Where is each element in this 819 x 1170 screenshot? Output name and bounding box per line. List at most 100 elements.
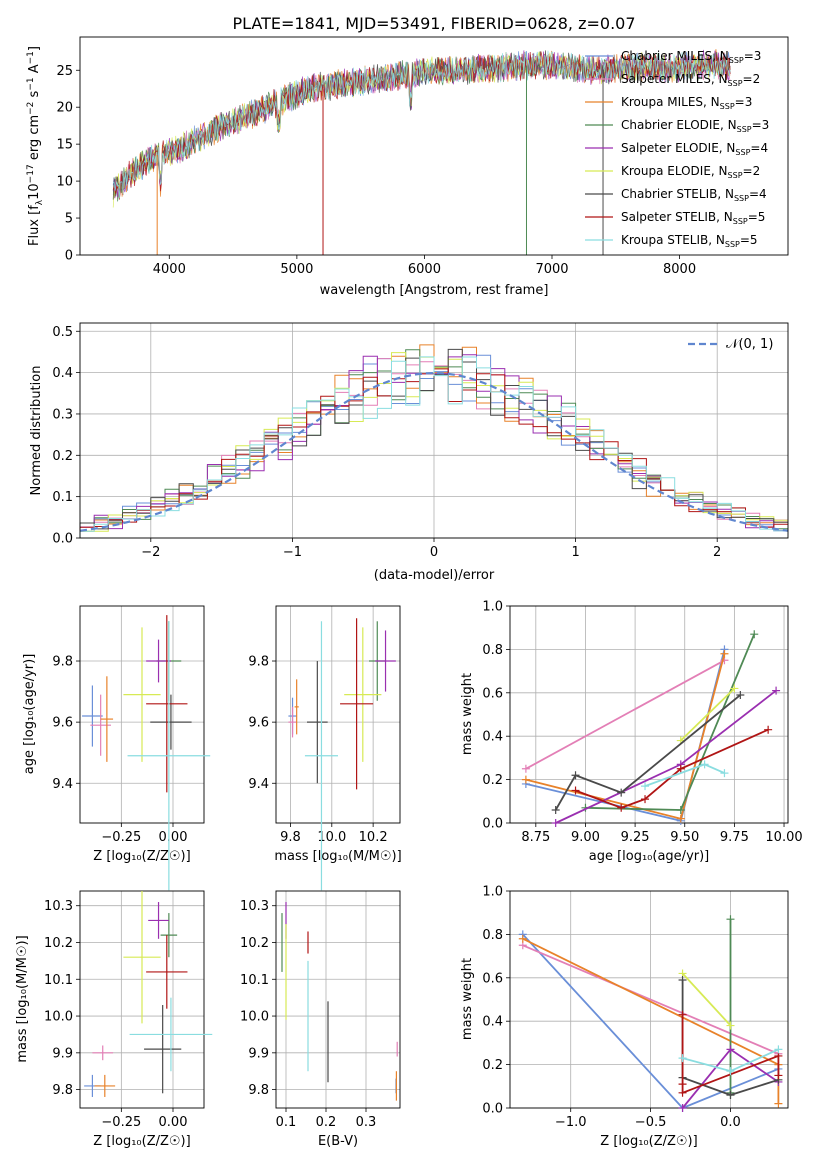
weight-marker [678,1104,687,1112]
mass-weight-vs-age-ylabel: mass weight [460,673,475,755]
y-tick-label: 0 [65,249,73,264]
mass-weight-vs-age-xlabel: age [log₁₀(age/yr)] [589,849,710,864]
weight-marker [641,782,650,791]
y-tick-label: 0.1 [52,490,73,505]
weight-marker [676,814,685,823]
x-tick-label: −1.0 [555,1115,587,1130]
y-tick-label: 20 [56,101,73,116]
histogram-xlabel: (data-model)/error [374,568,495,583]
x-tick-label: −0.25 [101,1115,141,1130]
y-tick-label: 10.2 [240,936,269,951]
y-tick-label: 10.0 [240,1010,269,1025]
weight-marker [521,764,530,773]
x-tick-label: 0.2 [316,1115,337,1130]
y-tick-label: 0.3 [52,407,73,422]
weight-marker [678,1054,687,1063]
y-tick-label: 5 [65,212,73,227]
y-tick-label: 10.1 [44,973,73,988]
weight-marker [678,975,687,984]
x-tick-label: 0.1 [276,1115,297,1130]
y-tick-label: 0.6 [482,971,503,986]
x-tick-label: −0.5 [635,1115,667,1130]
mass-vs-Z-ylabel: mass [log₁₀(M/M☉)] [15,935,30,1062]
y-tick-label: 10.3 [240,899,269,914]
y-tick-label: 1.0 [482,885,503,900]
weight-marker [678,1010,687,1019]
plot-layer: 4000 5000 6000 7000 80000510152025wavelength… [15,36,803,1149]
y-tick-label: 10.0 [44,1010,73,1025]
y-tick-label: 0.4 [482,1015,503,1030]
spectrum-line [112,50,731,199]
x-tick-label: −2 [141,545,160,560]
x-tick-label: 9.00 [571,830,600,845]
weight-marker [726,1045,735,1054]
x-tick-label: −1 [283,545,302,560]
weight-marker [764,725,773,734]
y-tick-label: 9.9 [248,1046,269,1061]
y-tick-label: 0.5 [52,325,73,340]
y-tick-label: 10.2 [44,936,73,951]
y-tick-label: 0.2 [482,773,503,788]
normal-curve [79,371,789,532]
y-tick-label: 9.8 [248,655,269,670]
weight-marker [774,1045,783,1054]
x-tick-label: 6000 [408,262,441,277]
weight-marker [720,649,729,658]
y-tick-label: 9.9 [52,1046,73,1061]
y-tick-label: 25 [56,64,73,79]
x-tick-label: 2 [713,545,721,560]
x-tick-label: 7000 [535,262,568,277]
y-tick-label: 15 [56,138,73,153]
x-tick-label: 9.50 [670,830,699,845]
weight-marker [518,934,527,943]
y-tick-label: 9.8 [52,1083,73,1098]
x-tick-label: 0.0 [720,1115,741,1130]
legend-entry: Kroupa STELIB, NSSP=5 [621,233,758,249]
weight-marker [774,1071,783,1080]
x-tick-label: 0.3 [356,1115,377,1130]
x-tick-label: 10.00 [765,830,802,845]
y-tick-label: 9.4 [52,777,73,792]
y-tick-label: 0.6 [482,686,503,701]
legend-entry: Salpeter ELODIE, NSSP=4 [621,141,768,157]
y-tick-label: 0.2 [52,449,73,464]
age-vs-mass-xlabel: mass [log₁₀(M/M☉)] [274,849,401,864]
mass-weight-vs-Z-frame [509,890,789,1109]
weight-line [525,649,726,822]
y-tick-label: 0.0 [52,532,73,547]
weight-marker [700,760,709,769]
x-tick-label: 5000 [280,262,313,277]
weight-marker [571,786,580,795]
x-tick-label: 9.8 [280,830,301,845]
mass-vs-EBV-xlabel: E(B-V) [318,1134,358,1149]
y-tick-label: 0.8 [482,643,503,658]
y-tick-label: 0.0 [482,1102,503,1117]
y-tick-label: 9.6 [248,716,269,731]
y-tick-label: 0.8 [482,928,503,943]
weight-marker [730,684,739,693]
mass-weight-vs-Z-ylabel: mass weight [460,958,475,1040]
y-tick-label: 1.0 [482,600,503,615]
x-tick-label: 1 [571,545,579,560]
x-tick-label: 4000 [153,262,186,277]
weight-marker [676,764,685,773]
weight-marker [678,1088,687,1097]
weight-line [525,659,725,770]
legend-entry: Salpeter MILES, NSSP=2 [621,72,760,88]
age-vs-Z-xlabel: Z [log₁₀(Z/Z☉)] [93,849,190,864]
weight-marker [617,803,626,812]
weight-marker [641,795,650,804]
weight-line [554,694,741,811]
weight-marker [750,630,759,639]
y-tick-label: 10.3 [44,899,73,914]
legend-entry: Chabrier STELIB, NSSP=4 [621,187,767,203]
x-tick-label: 9.25 [621,830,650,845]
x-tick-label: 0 [430,545,438,560]
y-tick-label: 0.2 [482,1058,503,1073]
age-vs-Z-frame [79,605,205,824]
age-vs-mass-frame [275,605,401,824]
x-tick-label: 8000 [663,262,696,277]
legend-entry: 𝒩(0, 1) [726,337,773,352]
weight-marker [551,819,560,827]
